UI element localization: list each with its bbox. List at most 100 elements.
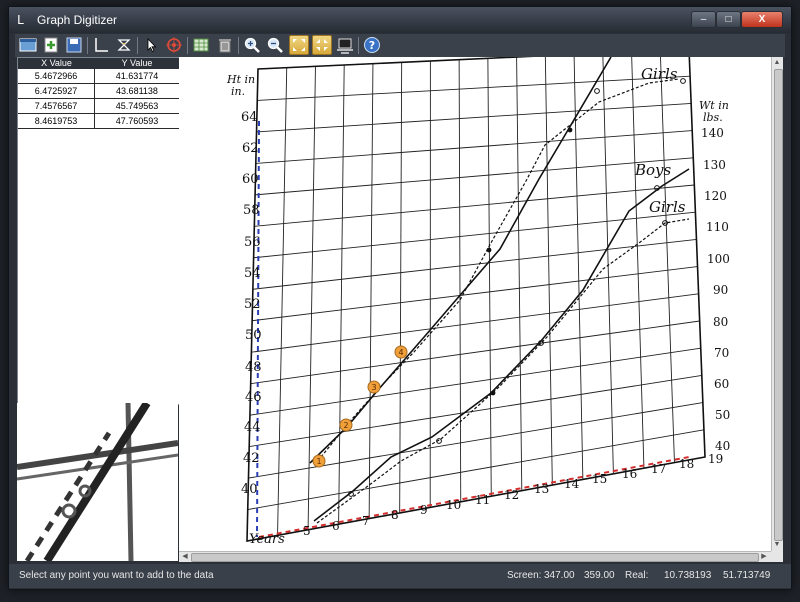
minimize-button[interactable]: – (691, 11, 716, 28)
table-header: X Value Y Value (18, 58, 179, 69)
left-tick: 62 (242, 141, 259, 156)
title-bar: L Graph Digitizer – □ X (9, 7, 791, 33)
target-button[interactable] (164, 35, 184, 55)
x-tick: 16 (622, 467, 637, 481)
left-axis-ticks: 40 42 44 46 48 50 52 54 56 58 60 62 64 (241, 110, 262, 497)
toolbar-separator (87, 37, 88, 54)
x-cell: 5.4672966 (18, 69, 95, 83)
marker-1[interactable]: 1 (312, 454, 326, 468)
left-tick: 52 (244, 297, 261, 312)
x-axis-title: Years (249, 532, 285, 547)
fit-page-icon (316, 39, 328, 51)
x-tick: 6 (332, 519, 340, 533)
x-tick: 5 (303, 524, 311, 538)
close-button[interactable]: X (741, 11, 783, 28)
delete-button[interactable] (215, 35, 235, 55)
horizontal-scroll-thumb[interactable] (191, 553, 759, 562)
status-message: Select any point you want to add to the … (19, 570, 214, 581)
zoom-out-button[interactable] (265, 35, 285, 55)
status-bar: Select any point you want to add to the … (9, 564, 791, 588)
x-tick: 19 (708, 452, 723, 466)
left-tick: 64 (241, 110, 258, 125)
help-button[interactable]: ? (362, 35, 382, 55)
marker-label: 4 (398, 348, 403, 357)
x-tick: 7 (362, 514, 370, 528)
marker-3[interactable]: 3 (367, 380, 381, 394)
left-tick: 56 (244, 235, 261, 250)
screen-capture-icon (337, 38, 353, 54)
right-axis-title-unit: lbs. (703, 111, 723, 124)
x-tick: 17 (651, 462, 666, 476)
table-row[interactable]: 6.4725927 43.681138 (18, 84, 179, 99)
horizontal-scrollbar[interactable]: ◀ ▶ (179, 551, 771, 562)
left-tick: 54 (244, 266, 261, 281)
app-window: L Graph Digitizer – □ X (8, 6, 792, 590)
magnifier-image (17, 403, 178, 561)
zoom-out-icon (267, 37, 283, 53)
marker-4[interactable]: 4 (394, 345, 408, 359)
target-icon (166, 37, 182, 53)
table-button[interactable] (191, 35, 211, 55)
vertical-scroll-thumb[interactable] (774, 69, 783, 541)
right-tick: 90 (713, 283, 728, 297)
x-tick: 11 (475, 493, 490, 507)
y-cell: 41.631774 (115, 71, 159, 81)
x-tick: 13 (534, 482, 549, 496)
header-y-value[interactable]: Y Value (121, 58, 153, 68)
right-tick: 80 (713, 315, 728, 329)
calibrate-button[interactable] (114, 35, 134, 55)
header-x-value[interactable]: X Value (41, 58, 72, 68)
axis-button[interactable] (91, 35, 111, 55)
save-icon (66, 37, 82, 53)
girls-weight-curve (316, 218, 690, 524)
x-cell: 7.4576567 (18, 99, 95, 113)
open-button[interactable] (41, 35, 61, 55)
save-button[interactable] (64, 35, 84, 55)
boys-weight-curve (313, 168, 690, 522)
scroll-left-icon[interactable]: ◀ (182, 553, 188, 560)
fit-icon (293, 39, 305, 51)
graph-image: 40 42 44 46 48 50 52 54 56 58 60 62 64 4… (226, 57, 730, 547)
window-title: Graph Digitizer (37, 13, 118, 27)
right-tick: 100 (707, 252, 730, 266)
fit-page-button[interactable] (312, 35, 332, 55)
real-y: 51.713749 (723, 570, 771, 581)
girls-height-curve (320, 78, 680, 458)
graph-canvas[interactable]: 40 42 44 46 48 50 52 54 56 58 60 62 64 4… (179, 57, 771, 551)
help-icon: ? (364, 37, 380, 53)
app-icon: L (17, 13, 25, 27)
scroll-up-icon[interactable]: ▲ (773, 59, 781, 66)
table-row[interactable]: 7.4576567 45.749563 (18, 99, 179, 114)
fit-button[interactable] (289, 35, 309, 55)
marker-2[interactable]: 2 (339, 418, 353, 432)
scroll-down-icon[interactable]: ▼ (773, 541, 781, 548)
zoom-in-button[interactable] (242, 35, 262, 55)
x-axis-ticks: 5 6 7 8 9 10 11 12 13 14 15 16 17 18 19 (303, 452, 723, 538)
right-axis-title: Wt in (699, 99, 729, 112)
toolbar-separator (137, 37, 138, 54)
screen-y: 359.00 (584, 570, 615, 581)
scroll-right-icon[interactable]: ▶ (761, 553, 767, 560)
maximize-button[interactable]: □ (716, 11, 741, 28)
screen-capture-button[interactable] (335, 35, 355, 55)
right-tick: 110 (706, 220, 729, 234)
select-button[interactable] (141, 35, 161, 55)
right-tick: 50 (715, 408, 730, 422)
x-cell: 8.4619753 (18, 114, 95, 128)
vertical-scrollbar[interactable]: ▲ ▼ (771, 57, 783, 551)
calibrate-icon (117, 39, 131, 51)
toolbar-separator (238, 37, 239, 54)
x-axis-calibration-line (258, 456, 690, 538)
select-icon (147, 38, 157, 53)
x-tick: 10 (446, 498, 461, 512)
table-row[interactable]: 5.4672966 41.631774 (18, 69, 179, 84)
table-row[interactable]: 8.4619753 47.760593 (18, 114, 179, 129)
new-button[interactable] (18, 35, 38, 55)
y-cell: 45.749563 (115, 101, 159, 111)
screen-label: Screen: (507, 570, 542, 581)
real-label: Real: (625, 570, 649, 581)
right-tick: 40 (715, 439, 730, 453)
left-tick: 44 (244, 420, 261, 435)
table-icon (193, 38, 209, 52)
x-tick: 8 (391, 508, 399, 522)
